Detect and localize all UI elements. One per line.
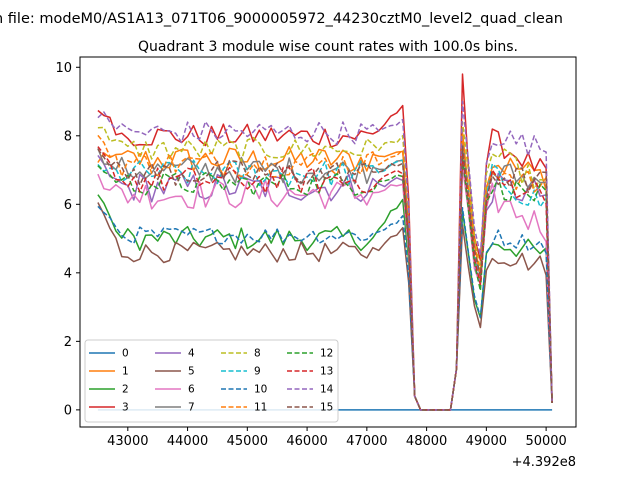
legend-label-6: 6 <box>188 384 195 396</box>
legend-label-11: 11 <box>254 402 267 414</box>
legend-label-12: 12 <box>320 348 333 360</box>
axis-ticks: 43000 44000 45000 46000 47000 48000 49000 50000… <box>55 61 566 449</box>
chart-title: Quadrant 3 module wise count rates with … <box>138 39 518 55</box>
series-line-15 <box>97 145 553 411</box>
legend-label-0: 0 <box>122 348 129 360</box>
legend-label-15: 15 <box>320 402 333 414</box>
series-line-2 <box>97 194 553 411</box>
x-tick-label: 43000 <box>107 434 148 449</box>
legend-label-2: 2 <box>122 384 129 396</box>
y-tick-label: 10 <box>55 61 72 76</box>
y-tick-label: 4 <box>64 266 72 281</box>
series-line-11 <box>97 134 553 411</box>
x-tick-label: 47000 <box>346 434 387 449</box>
x-tick-label: 49000 <box>466 434 507 449</box>
series-line-14 <box>97 100 553 411</box>
y-tick-label: 0 <box>64 403 72 418</box>
series-line-13 <box>97 146 553 411</box>
series-line-8 <box>97 121 553 411</box>
x-offset-label: +4.392e8 <box>512 455 576 470</box>
legend-box <box>84 339 339 423</box>
y-tick-label: 2 <box>64 335 72 350</box>
legend-label-7: 7 <box>188 402 195 414</box>
legend-label-10: 10 <box>254 384 267 396</box>
x-tick-label: 46000 <box>286 434 327 449</box>
legend-label-1: 1 <box>122 366 129 378</box>
series-line-10 <box>97 205 553 411</box>
legend-label-13: 13 <box>320 366 333 378</box>
legend-label-3: 3 <box>122 402 129 414</box>
axes-frame <box>79 56 577 428</box>
legend-label-9: 9 <box>254 366 261 378</box>
y-tick-label: 6 <box>64 198 72 213</box>
legend-label-14: 14 <box>320 384 334 396</box>
legend-label-8: 8 <box>254 348 261 360</box>
series-line-5 <box>97 202 553 411</box>
series-line-3 <box>97 73 553 411</box>
legend-label-5: 5 <box>188 366 195 378</box>
x-tick-label: 48000 <box>406 434 447 449</box>
series-layer <box>97 73 553 411</box>
x-tick-label: 44000 <box>167 434 208 449</box>
x-tick-label: 50000 <box>525 434 566 449</box>
y-tick-label: 8 <box>64 129 72 144</box>
figure-suptitle: n file: modeM0/AS1A13_071T06_9000005972_… <box>0 11 563 27</box>
x-tick-label: 45000 <box>227 434 268 449</box>
legend-label-4: 4 <box>188 348 195 360</box>
